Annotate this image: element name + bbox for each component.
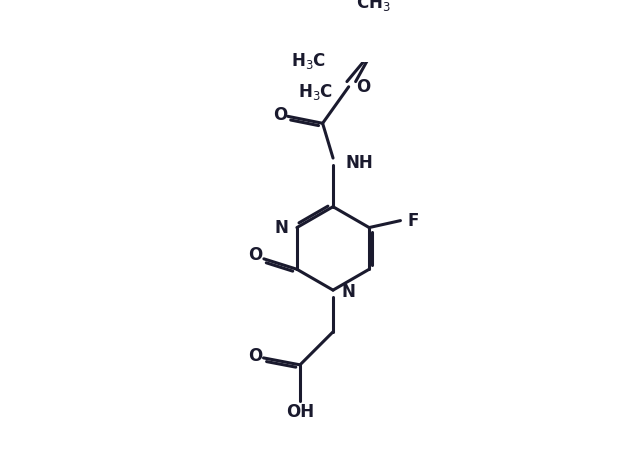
Text: NH: NH <box>345 154 373 172</box>
Text: OH: OH <box>286 403 314 421</box>
Text: N: N <box>342 283 356 301</box>
Text: CH$_3$: CH$_3$ <box>356 0 390 13</box>
Text: O: O <box>356 78 371 96</box>
Text: H$_3$C: H$_3$C <box>298 82 333 102</box>
Text: N: N <box>275 219 288 236</box>
Text: O: O <box>248 347 263 365</box>
Text: H$_3$C: H$_3$C <box>291 51 326 70</box>
Text: F: F <box>408 212 419 230</box>
Text: O: O <box>273 106 287 124</box>
Text: O: O <box>248 246 262 264</box>
